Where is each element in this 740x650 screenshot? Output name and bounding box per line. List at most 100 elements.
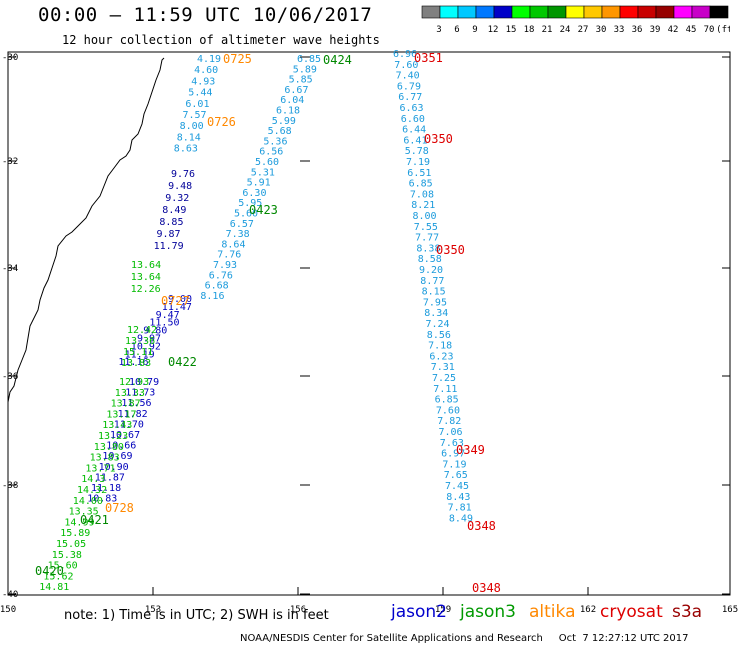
wave-height-value: 12.93 — [119, 377, 149, 388]
pass-label: 0349 — [456, 443, 485, 457]
colorbar-label: 70 — [704, 25, 715, 35]
wave-height-value: 15.62 — [43, 571, 73, 582]
wave-height-value: 5.89 — [293, 64, 317, 75]
wave-height-value: 13.33 — [115, 388, 145, 399]
wave-height-value: 6.56 — [259, 147, 283, 158]
wave-height-value: 14.3 — [81, 474, 105, 485]
wave-height-value: 8.00 — [413, 211, 437, 222]
wave-height-value: 8.58 — [418, 254, 442, 265]
wave-height-value: 6.51 — [407, 168, 431, 179]
wave-height-value: 12.42 — [127, 325, 157, 336]
wave-height-value: 11.50 — [149, 318, 179, 329]
wave-height-value: 5.44 — [188, 88, 212, 99]
wave-height-value: 8.49 — [449, 513, 473, 524]
coastline — [7, 57, 165, 403]
wave-height-value: 7.95 — [423, 297, 447, 308]
wave-height-value: 7.06 — [439, 427, 463, 438]
wave-height-value: 11.16 — [118, 357, 148, 368]
wave-height-value: 5.78 — [405, 146, 429, 157]
wave-height-value: 6.79 — [397, 81, 421, 92]
pass-label: 0420 — [35, 564, 64, 578]
wave-height-value: 5.95 — [238, 198, 262, 209]
legend-jason2: jason2 — [391, 602, 447, 622]
wave-height-value: 13.64 — [131, 260, 161, 271]
wave-height-value: 13.80 — [94, 442, 124, 453]
lat-label: -32 — [2, 157, 18, 167]
colorbar-label: 39 — [650, 25, 661, 35]
wave-height-value: 9.97 — [137, 334, 161, 345]
wave-height-value: 14.81 — [39, 582, 69, 593]
map-frame — [7, 51, 731, 596]
wave-height-value: 6.96 — [393, 49, 417, 60]
lat-label: -36 — [2, 372, 18, 382]
wave-height-value: 7.11 — [433, 384, 457, 395]
legend-s3a: s3a — [672, 602, 703, 622]
wave-height-value: 7.93 — [213, 260, 237, 271]
wave-height-value: 9.80 — [143, 326, 167, 337]
lon-label: 150 — [0, 605, 16, 615]
wave-height-value: 7.25 — [432, 373, 456, 384]
colorbar-label: 36 — [632, 25, 643, 35]
wave-height-value: 15.89 — [60, 528, 90, 539]
wave-height-value: 10.79 — [129, 377, 159, 388]
wave-height-value: 5.60 — [255, 157, 279, 168]
pass-label: 0350 — [424, 132, 453, 146]
pass-label: 0348 — [467, 519, 496, 533]
wave-height-value: 12.26 — [131, 284, 161, 295]
wave-height-value: 13.23 — [98, 431, 128, 442]
colorbar-label: 3 — [436, 25, 441, 35]
wave-height-value: 10.66 — [106, 441, 136, 452]
lat-label: -34 — [2, 264, 18, 274]
wave-height-value: 14.99 — [64, 517, 94, 528]
wave-height-value: 9.76 — [171, 169, 195, 180]
wave-height-value: 11.19 — [125, 349, 155, 360]
wave-height-value: 13.36 — [125, 336, 155, 347]
wave-height-value: 7.08 — [410, 189, 434, 200]
wave-height-value: 11.18 — [91, 483, 121, 494]
wave-height-value: 11.56 — [121, 398, 151, 409]
wave-height-value: 8.14 — [177, 132, 201, 143]
wave-height-value: 8.38 — [416, 243, 440, 254]
wave-height-value: 7.57 — [183, 110, 207, 121]
wave-height-value: 6.85 — [435, 395, 459, 406]
wave-height-value: 11.73 — [125, 388, 155, 399]
wave-height-value: 6.68 — [205, 281, 229, 292]
wave-height-value: 10.92 — [131, 341, 161, 352]
wave-height-value: 7.55 — [414, 222, 438, 233]
colorbar-label: 24 — [560, 25, 571, 35]
lon-label: 162 — [580, 605, 596, 615]
wave-height-value: 15.38 — [52, 550, 82, 561]
pass-label: 0350 — [436, 243, 465, 257]
wave-height-value: 15.05 — [56, 539, 86, 550]
wave-height-value: 5.31 — [251, 167, 275, 178]
wave-height-value: 5.36 — [263, 136, 287, 147]
colorbar-label: 21 — [542, 25, 553, 35]
wave-height-value: 15.60 — [48, 561, 78, 572]
wave-height-value: 5.91 — [247, 178, 271, 189]
wave-height-value: 13.17 — [106, 409, 136, 420]
credit-line: NOAA/NESDIS Center for Satellite Applica… — [240, 633, 689, 644]
wave-height-value: 11.79 — [154, 241, 184, 252]
lon-label: 165 — [722, 605, 738, 615]
wave-height-value: 6.97 — [441, 449, 465, 460]
wave-height-value: 13.83 — [90, 453, 120, 464]
wave-height-value: 8.56 — [427, 330, 451, 341]
pass-label: 0424 — [323, 53, 352, 67]
wave-height-value: 7.40 — [396, 71, 420, 82]
wave-height-value: 7.77 — [415, 233, 439, 244]
wave-height-value: 6.85 — [409, 179, 433, 190]
lon-label: 159 — [435, 605, 451, 615]
pass-label: 0423 — [249, 203, 278, 217]
wave-height-value: 7.82 — [437, 416, 461, 427]
wave-height-value: 10.67 — [110, 430, 140, 441]
wave-height-value: 9.48 — [168, 181, 192, 192]
pass-label: 0421 — [80, 513, 109, 527]
wave-height-value: 7.60 — [436, 405, 460, 416]
wave-height-value: 8.34 — [424, 308, 448, 319]
colorbar-label: 30 — [596, 25, 607, 35]
wave-height-value: 9.32 — [165, 193, 189, 204]
wave-height-value: 6.41 — [403, 135, 427, 146]
wave-height-value: 11.87 — [95, 472, 125, 483]
wave-height-value: 11.47 — [162, 302, 192, 313]
